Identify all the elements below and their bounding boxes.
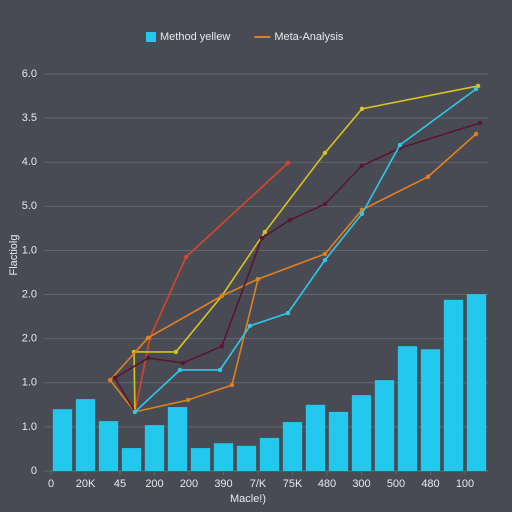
- x-tick-label: 45: [114, 478, 126, 490]
- x-tick-label: 480: [318, 478, 336, 490]
- bar: [75, 399, 96, 471]
- line-marker: [322, 251, 328, 257]
- line-marker: [217, 367, 223, 373]
- line-marker: [477, 120, 483, 126]
- line-marker: [185, 397, 191, 403]
- line-marker: [359, 106, 365, 112]
- line-marker: [285, 160, 291, 166]
- line-marker: [322, 150, 328, 156]
- bar: [443, 299, 464, 471]
- line-marker: [322, 257, 328, 263]
- y-tick-label: 0: [31, 465, 37, 477]
- x-tick-label: 480: [421, 478, 439, 490]
- bar: [259, 437, 280, 471]
- line-marker: [183, 254, 189, 260]
- bar: [282, 422, 303, 471]
- bar: [397, 346, 418, 471]
- line-marker: [177, 367, 183, 373]
- line-marker: [262, 229, 268, 235]
- y-tick-label: 1.0: [22, 377, 37, 389]
- y-tick-label: 4.0: [22, 156, 37, 168]
- bar: [466, 294, 487, 471]
- bar: [167, 407, 188, 471]
- y-axis-label: Flactiolg: [8, 235, 20, 276]
- line-marker: [247, 323, 253, 329]
- line-marker: [473, 86, 479, 92]
- y-tick-label: 5.0: [22, 200, 37, 212]
- line-marker: [173, 349, 179, 355]
- bar: [305, 404, 326, 471]
- line-marker: [132, 409, 138, 415]
- bar: [52, 409, 73, 471]
- x-tick-label: 300: [352, 478, 370, 490]
- x-tick-label: 390: [214, 478, 232, 490]
- y-tick-label: 6.0: [22, 68, 37, 80]
- line-marker: [322, 201, 328, 207]
- line-marker: [219, 293, 225, 299]
- bar: [190, 448, 211, 471]
- bar: [236, 445, 257, 471]
- line-marker: [285, 310, 291, 316]
- line-marker: [397, 142, 403, 148]
- y-tick-label: 2.0: [22, 288, 37, 300]
- line-marker: [259, 235, 265, 241]
- line-marker: [255, 276, 261, 282]
- x-tick-label: 20K: [76, 478, 96, 490]
- x-axis-label: Macle!): [230, 493, 266, 505]
- y-tick-label: 1.0: [22, 421, 37, 433]
- bar: [121, 448, 142, 471]
- legend-label: Meta-Analysis: [274, 31, 344, 43]
- legend-swatch: [146, 32, 156, 42]
- line-marker: [107, 377, 113, 383]
- bar: [144, 425, 165, 471]
- legend-label: Method yellew: [160, 31, 230, 43]
- line-marker: [112, 375, 118, 381]
- line: [133, 85, 479, 412]
- x-tick-label: 75K: [283, 478, 303, 490]
- bar: [351, 395, 372, 471]
- bar: [328, 411, 349, 471]
- line-marker: [145, 355, 151, 361]
- y-tick-label: 2.0: [22, 333, 37, 345]
- line-marker: [287, 217, 293, 223]
- y-tick-label: 1.0: [22, 244, 37, 256]
- y-tick-label: 3.5: [22, 112, 37, 124]
- bar: [420, 349, 441, 471]
- line-marker: [229, 382, 235, 388]
- x-tick-label: 500: [387, 478, 405, 490]
- line: [134, 162, 289, 413]
- line-marker: [473, 131, 479, 137]
- line-marker: [180, 360, 186, 366]
- line-marker: [425, 174, 431, 179]
- line-marker: [219, 343, 225, 349]
- x-tick-label: 100: [456, 478, 474, 490]
- x-tick-label: 200: [145, 478, 163, 490]
- line-marker: [359, 163, 365, 168]
- line-marker: [359, 211, 365, 217]
- bar: [374, 380, 395, 471]
- bar: [98, 421, 119, 471]
- line-marker: [475, 83, 481, 89]
- x-tick-label: 7/K: [250, 478, 267, 490]
- bar: [213, 443, 234, 471]
- x-tick-label: 0: [48, 478, 54, 490]
- line-marker: [145, 335, 151, 340]
- x-tick-label: 200: [180, 478, 198, 490]
